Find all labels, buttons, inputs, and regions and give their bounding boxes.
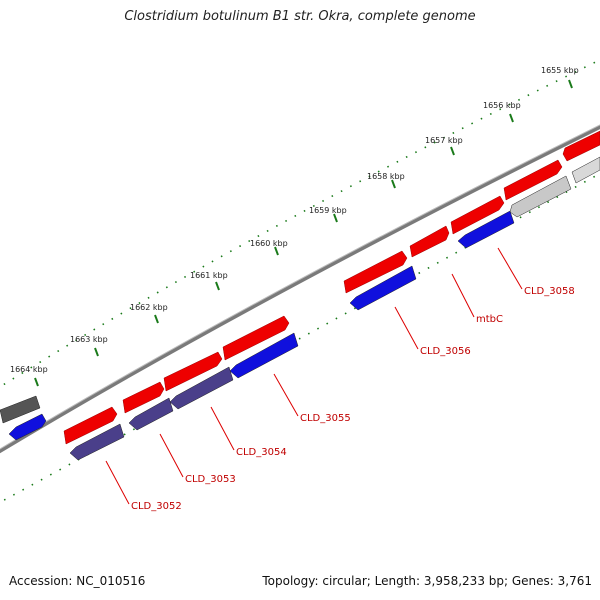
kbp-label-1664: 1664 kbp xyxy=(10,365,48,374)
gene-label-CLD_3052: CLD_3052 xyxy=(131,501,182,512)
kbp-label-1657: 1657 kbp xyxy=(425,136,463,145)
gene-label-CLD_3058: CLD_3058 xyxy=(524,286,575,297)
topology-info: Topology: circular; Length: 3,958,233 bp… xyxy=(262,574,592,588)
gene-left-blue xyxy=(8,413,47,441)
kbp-label-1659: 1659 kbp xyxy=(309,206,347,215)
outer-tick-track xyxy=(0,58,600,388)
accession-label: Accession: NC_010516 xyxy=(9,574,146,588)
kbp-label-1661: 1661 kbp xyxy=(190,271,228,280)
gene-forward-8 xyxy=(122,381,165,414)
gene-CLD_3056 xyxy=(349,265,417,311)
gene-CLD_3053 xyxy=(128,397,174,431)
kbp-label-1662: 1662 kbp xyxy=(130,303,168,312)
gene-forward-3 xyxy=(450,195,505,235)
gene-forward-1 xyxy=(562,130,600,162)
gene-mtbC xyxy=(409,225,450,258)
genome-backbone xyxy=(0,124,600,454)
gene-CLD_3055 xyxy=(229,332,299,379)
kbp-label-1663: 1663 kbp xyxy=(70,335,108,344)
gene-forward-9 xyxy=(63,406,118,445)
gene-CLD_3058 xyxy=(457,210,515,249)
kbp-label-1655: 1655 kbp xyxy=(541,66,579,75)
label-leaders xyxy=(105,247,523,505)
gene-label-CLD_3056: CLD_3056 xyxy=(420,346,471,357)
gene-forward-2 xyxy=(503,159,563,201)
gene-forward-7 xyxy=(163,351,223,392)
gene-label-CLD_3053: CLD_3053 xyxy=(185,474,236,485)
gene-label-CLD_3055: CLD_3055 xyxy=(300,413,351,424)
forward-genes xyxy=(63,130,600,445)
gene-label-mtbC: mtbC xyxy=(476,314,503,325)
kbp-label-1658: 1658 kbp xyxy=(367,172,405,181)
gene-left-gray xyxy=(0,395,41,424)
map-title: Clostridium botulinum B1 str. Okra, comp… xyxy=(124,9,476,24)
gene-label-CLD_3054: CLD_3054 xyxy=(236,447,287,458)
kbp-major-ticks xyxy=(34,79,573,387)
gene-reverse-light-2 xyxy=(571,156,600,184)
reverse-genes xyxy=(0,156,600,461)
gene-CLD_3052 xyxy=(69,423,125,461)
gene-forward-6 xyxy=(222,315,290,361)
kbp-label-1656: 1656 kbp xyxy=(483,101,521,110)
gene-CLD_3054 xyxy=(169,366,234,410)
gene-reverse-gray-light xyxy=(509,175,572,218)
gene-forward-5 xyxy=(343,250,408,294)
genome-backbone-highlight xyxy=(0,124,600,450)
kbp-label-1660: 1660 kbp xyxy=(250,239,288,248)
